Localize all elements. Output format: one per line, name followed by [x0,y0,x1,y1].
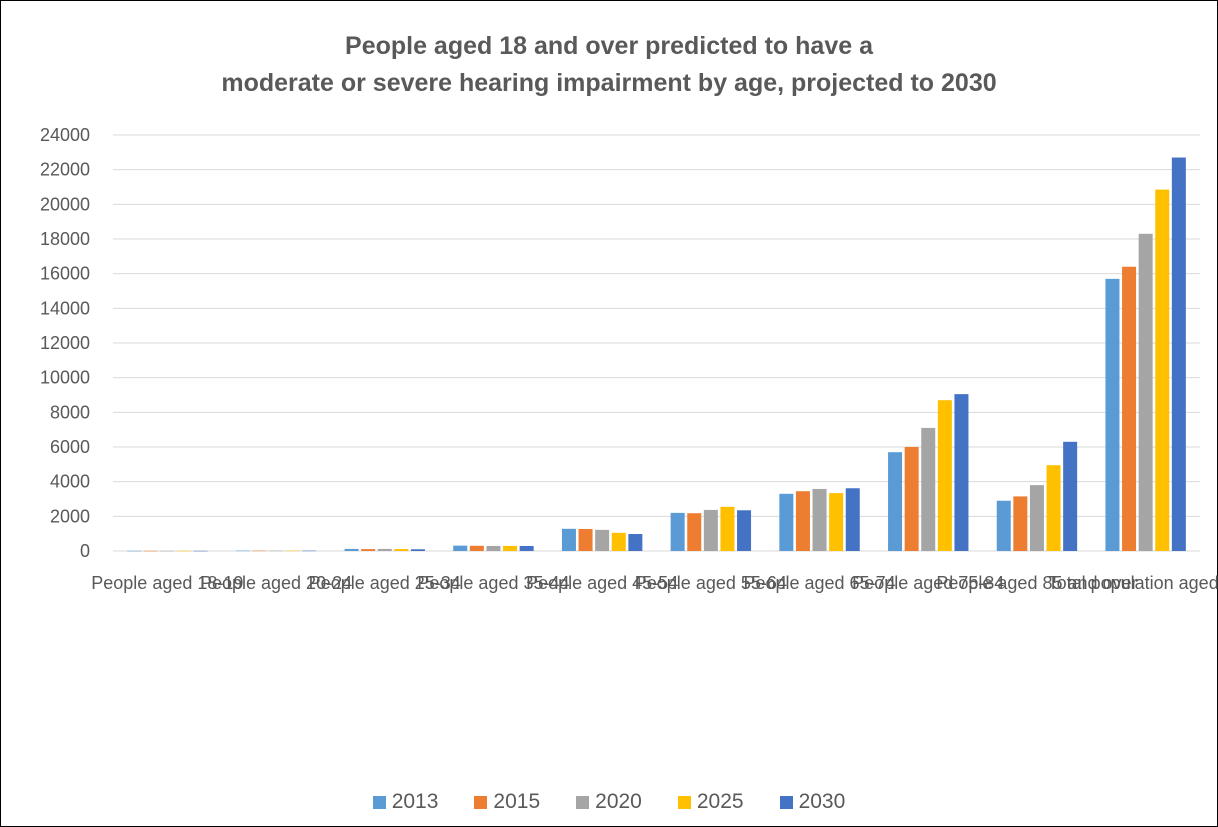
y-tick-label: 12000 [40,333,90,353]
x-category-label: People aged 35-44 [417,573,569,593]
bar-2020-9 [1029,485,1044,551]
x-category-label: People aged 75-84 [852,573,1004,593]
y-tick-label: 20000 [40,194,90,214]
bar-2025-8 [937,400,952,551]
bar-2020-7 [812,488,827,551]
bar-2025-6 [720,506,735,551]
bar-2015-9 [1013,496,1028,551]
bar-2020-10 [1138,233,1153,552]
bar-2015-3 [361,549,376,551]
bar-2025-10 [1155,189,1170,551]
y-tick-label: 10000 [40,368,90,388]
bar-2015-5 [578,528,593,551]
x-category-label: Total population aged 18 [1048,573,1218,593]
y-tick-label: 4000 [50,472,90,492]
bar-2013-6 [670,512,685,551]
bar-2013-5 [561,528,576,551]
legend-item-2025: 2025 [677,790,744,814]
bar-2015-7 [795,491,810,551]
bar-2013-1 [127,550,142,552]
legend-label: 2015 [493,790,541,813]
legend-item-2013: 2013 [372,790,439,814]
bar-2025-9 [1046,465,1061,551]
bar-2020-1 [160,550,175,552]
bar-2030-5 [628,534,643,551]
bar-2025-1 [176,550,191,552]
legend-item-2020: 2020 [576,790,642,814]
bar-2025-2 [285,550,300,552]
x-category-label: People aged 18-19 [91,573,243,593]
bar-2030-9 [1063,441,1078,551]
bar-2020-3 [377,548,392,551]
bar-2013-2 [235,550,250,552]
bar-2030-6 [737,510,752,551]
chart-title-line-1: People aged 18 and over predicted to hav… [345,32,873,60]
bar-2015-2 [252,550,267,552]
chart-title: People aged 18 and over predicted to hav… [0,28,1218,102]
bar-2030-1 [193,550,208,552]
x-category-label: People aged 85 and over [936,573,1137,593]
y-tick-label: 22000 [40,160,90,180]
bar-2013-7 [779,493,794,551]
bar-2020-2 [269,550,284,552]
legend-label: 2030 [798,790,846,813]
bar-2020-6 [703,509,718,551]
bar-2025-3 [394,549,409,551]
y-tick-label: 8000 [50,402,90,422]
bar-2015-10 [1122,266,1137,551]
y-tick-label: 16000 [40,264,90,284]
bar-2025-7 [829,493,844,551]
chart-legend: 2013 2015 2020 2025 2030 [0,790,1218,814]
x-category-label: People aged 55-64 [635,573,787,593]
bar-2013-4 [453,545,468,551]
bar-2020-8 [921,427,936,551]
bar-2030-7 [845,488,860,551]
chart-title-line-2: moderate or severe hearing impairment by… [221,69,997,97]
legend-swatch [576,795,590,809]
legend-label: 2025 [696,790,744,813]
bar-2013-10 [1105,278,1120,551]
bar-2020-5 [595,529,610,551]
bar-2015-4 [469,545,484,551]
bar-2015-6 [687,513,702,551]
y-tick-label: 14000 [40,298,90,318]
bar-2020-4 [486,545,501,551]
bar-2030-3 [410,549,425,551]
y-tick-label: 18000 [40,229,90,249]
legend-swatch [677,795,691,809]
bar-2030-10 [1171,157,1186,552]
legend-swatch [779,795,793,809]
legend-item-2030: 2030 [779,790,846,814]
bar-2030-8 [954,394,969,551]
legend-swatch [474,795,488,809]
legend-label: 2013 [391,790,439,813]
bar-2013-3 [344,548,359,551]
bar-2025-4 [503,545,518,551]
bar-2013-8 [888,452,903,551]
x-category-label: People aged 45-54 [526,573,678,593]
legend-swatch [372,795,386,809]
y-tick-label: 6000 [50,437,90,457]
bar-2013-9 [996,500,1011,551]
bar-2030-2 [302,550,317,552]
bar-2015-1 [143,550,158,552]
bar-2030-4 [519,545,534,551]
y-tick-label: 24000 [40,125,90,145]
legend-item-2015: 2015 [474,790,540,814]
x-category-label: People aged 65-74 [743,573,895,593]
y-tick-label: 0 [80,541,90,561]
x-category-label: People aged 20-24 [200,573,352,593]
bar-2025-5 [611,532,626,551]
x-category-label: People aged 25-34 [309,573,461,593]
bar-2015-8 [904,447,919,551]
legend-label: 2020 [595,790,642,813]
y-tick-label: 2000 [50,506,90,526]
